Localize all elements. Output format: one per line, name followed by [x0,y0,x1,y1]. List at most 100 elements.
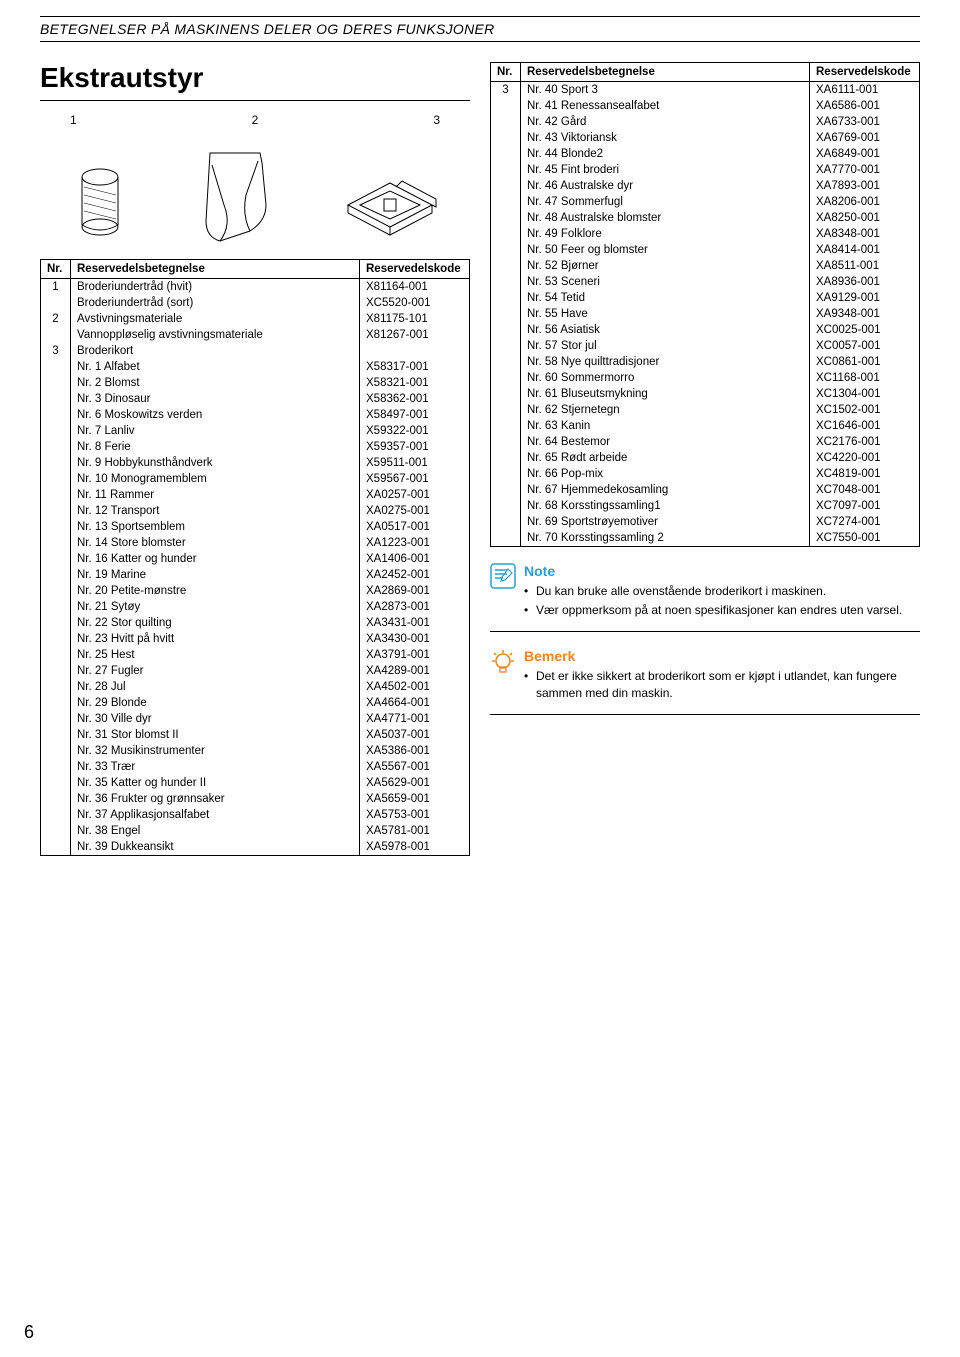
cell-code: X58317-001 [360,359,470,375]
cell-nr [41,551,71,567]
illustration-labels: 1 2 3 [70,113,440,127]
cell-nr [41,375,71,391]
cell-code: XC1304-001 [810,386,920,402]
cell-code: XA7893-001 [810,178,920,194]
page-title: Ekstrautstyr [40,62,470,101]
cell-code: XA0275-001 [360,503,470,519]
cell-code: XA1406-001 [360,551,470,567]
embroidery-card-icon [340,165,440,245]
table-row: Nr. 54 TetidXA9129-001 [491,290,920,306]
bemerk-title: Bemerk [524,648,920,664]
cell-code: XA6849-001 [810,146,920,162]
cell-name: Nr. 20 Petite-mønstre [71,583,360,599]
cell-nr [491,98,521,114]
cell-code: XA4664-001 [360,695,470,711]
cell-nr [41,535,71,551]
table-row: Nr. 19 MarineXA2452-001 [41,567,470,583]
cell-name: Nr. 35 Katter og hunder II [71,775,360,791]
table-row: Nr. 63 KaninXC1646-001 [491,418,920,434]
cell-code: XC5520-001 [360,295,470,311]
right-column: Nr. Reservedelsbetegnelse Reservedelskod… [490,62,920,856]
cell-name: Nr. 38 Engel [71,823,360,839]
table-row: Nr. 29 BlondeXA4664-001 [41,695,470,711]
cell-code: X81267-001 [360,327,470,343]
cell-name: Nr. 64 Bestemor [521,434,810,450]
cell-nr [491,290,521,306]
table-row: Nr. 46 Australske dyrXA7893-001 [491,178,920,194]
cell-nr [491,498,521,514]
cell-nr [41,503,71,519]
cell-nr [41,711,71,727]
table-row: Nr. 33 TrærXA5567-001 [41,759,470,775]
table-row: Broderiundertråd (sort)XC5520-001 [41,295,470,311]
cell-code: XA0517-001 [360,519,470,535]
cell-nr [41,455,71,471]
cell-nr [41,791,71,807]
cell-code: XC2176-001 [810,434,920,450]
cell-nr [41,359,71,375]
cell-name: Nr. 42 Gård [521,114,810,130]
page-number: 6 [24,1322,34,1343]
cell-nr [41,743,71,759]
cell-code: XA6586-001 [810,98,920,114]
note-list: Du kan bruke alle ovenstående broderikor… [524,583,902,618]
table-row: Nr. 11 RammerXA0257-001 [41,487,470,503]
cell-name: Nr. 10 Monogramemblem [71,471,360,487]
cell-code: XC0861-001 [810,354,920,370]
cell-nr [41,567,71,583]
table-row: Nr. 55 HaveXA9348-001 [491,306,920,322]
cell-name: Nr. 28 Jul [71,679,360,695]
cell-nr [41,647,71,663]
cell-name: Nr. 23 Hvitt på hvitt [71,631,360,647]
table-row: Nr. 22 Stor quiltingXA3431-001 [41,615,470,631]
table-row: Nr. 25 HestXA3791-001 [41,647,470,663]
cell-code: XA2869-001 [360,583,470,599]
table-row: Nr. 2 BlomstX58321-001 [41,375,470,391]
cell-nr [41,727,71,743]
cell-name: Nr. 1 Alfabet [71,359,360,375]
cell-code: XA5386-001 [360,743,470,759]
table-row: Nr. 36 Frukter og grønnsakerXA5659-001 [41,791,470,807]
table-row: Nr. 61 BluseutsmykningXC1304-001 [491,386,920,402]
table-row: Nr. 31 Stor blomst IIXA5037-001 [41,727,470,743]
cell-nr [41,471,71,487]
cell-nr [41,807,71,823]
table-row: Nr. 58 Nye quilttradisjonerXC0861-001 [491,354,920,370]
cell-name: Nr. 8 Ferie [71,439,360,455]
cell-name: Nr. 39 Dukkeansikt [71,839,360,856]
cell-nr [491,418,521,434]
cell-nr [41,759,71,775]
cell-nr [491,114,521,130]
table-row: Nr. 3 DinosaurX58362-001 [41,391,470,407]
cell-code: X58321-001 [360,375,470,391]
cell-name: Nr. 55 Have [521,306,810,322]
table-row: Nr. 57 Stor julXC0057-001 [491,338,920,354]
cell-name: Nr. 22 Stor quilting [71,615,360,631]
cell-nr [491,146,521,162]
cell-code: XC4819-001 [810,466,920,482]
cell-nr [41,695,71,711]
cell-nr [491,402,521,418]
cell-code: XC1646-001 [810,418,920,434]
cell-name: Nr. 50 Feer og blomster [521,242,810,258]
cell-name: Nr. 31 Stor blomst II [71,727,360,743]
cell-name: Nr. 40 Sport 3 [521,82,810,99]
cell-name: Broderiundertråd (sort) [71,295,360,311]
cell-nr [491,338,521,354]
cell-code: XA7770-001 [810,162,920,178]
table-row: Nr. 14 Store blomsterXA1223-001 [41,535,470,551]
table-row: Nr. 38 EngelXA5781-001 [41,823,470,839]
cell-code: XA5781-001 [360,823,470,839]
cell-name: Nr. 33 Trær [71,759,360,775]
cell-code: X58497-001 [360,407,470,423]
table-row: Nr. 62 StjernetegnXC1502-001 [491,402,920,418]
cell-code: XA5659-001 [360,791,470,807]
cell-code: XA9129-001 [810,290,920,306]
list-item: Det er ikke sikkert at broderikort som e… [524,668,920,700]
cell-name: Nr. 29 Blonde [71,695,360,711]
cell-nr [41,407,71,423]
cell-code: X59567-001 [360,471,470,487]
table-row: Nr. 48 Australske blomsterXA8250-001 [491,210,920,226]
bemerk-box: Bemerk Det er ikke sikkert at broderikor… [490,648,920,714]
cell-code: XA8206-001 [810,194,920,210]
